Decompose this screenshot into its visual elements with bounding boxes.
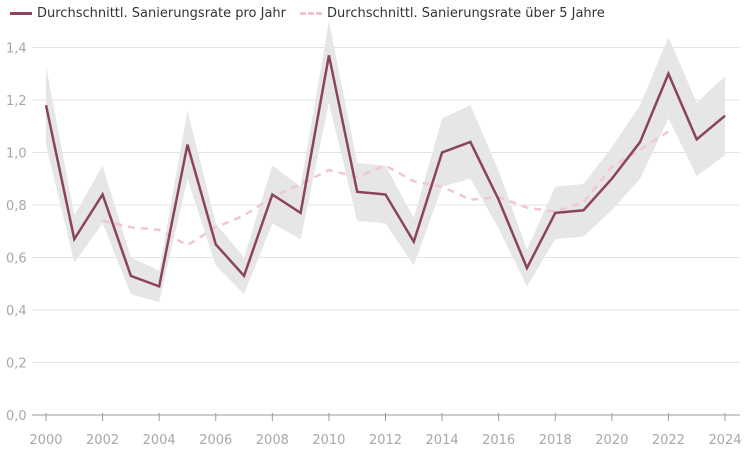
y-tick-label: 0,0 xyxy=(6,409,27,424)
y-tick-label: 1,0 xyxy=(6,147,27,162)
confidence-band-area xyxy=(46,21,725,303)
x-tick-label: 2016 xyxy=(482,433,515,448)
series-line-5-year-average xyxy=(102,130,670,247)
y-tick-label: 0,6 xyxy=(6,252,27,267)
x-tick-label: 2008 xyxy=(256,433,289,448)
confidence-band xyxy=(46,21,725,303)
x-tick-label: 2018 xyxy=(539,433,572,448)
x-tick-label: 2004 xyxy=(143,433,176,448)
x-tick-label: 2012 xyxy=(369,433,402,448)
legend-label: Durchschnittl. Sanierungsrate über 5 Jah… xyxy=(327,6,605,21)
legend-item-5-year: Durchschnittl. Sanierungsrate über 5 Jah… xyxy=(300,6,605,21)
legend-item-annual: Durchschnittl. Sanierungsrate pro Jahr xyxy=(10,6,286,21)
series-lines xyxy=(44,55,726,289)
gridlines xyxy=(32,47,740,416)
legend-label: Durchschnittl. Sanierungsrate pro Jahr xyxy=(37,6,287,21)
x-tick-label: 2000 xyxy=(29,433,62,448)
legend-swatch-dashed xyxy=(300,12,323,15)
x-tick-label: 2002 xyxy=(86,433,119,448)
series-line-annual xyxy=(44,55,726,289)
x-tick-label: 2010 xyxy=(312,433,345,448)
x-tick-label: 2014 xyxy=(426,433,459,448)
legend-swatch-solid xyxy=(10,12,32,15)
x-axis-ticks: 2000 2002 2004 2006 2008 2010 2012 2014 2016 2018… xyxy=(29,413,742,448)
legend: Durchschnittl. Sanierungsrate pro Jahr D… xyxy=(6,4,609,23)
y-tick-label: 0,8 xyxy=(6,199,27,214)
x-tick-label: 2006 xyxy=(199,433,232,448)
y-tick-label: 0,4 xyxy=(6,304,27,319)
x-tick-label: 2022 xyxy=(652,433,685,448)
y-tick-label: 1,4 xyxy=(6,42,27,57)
y-axis-ticks: 0,0 0,2 0,4 0,6 0,8 1,0 1,2 1,4 xyxy=(6,42,27,425)
x-tick-label: 2024 xyxy=(708,433,741,448)
y-tick-label: 0,2 xyxy=(6,357,27,372)
y-tick-label: 1,2 xyxy=(6,94,27,109)
x-tick-label: 2020 xyxy=(595,433,628,448)
